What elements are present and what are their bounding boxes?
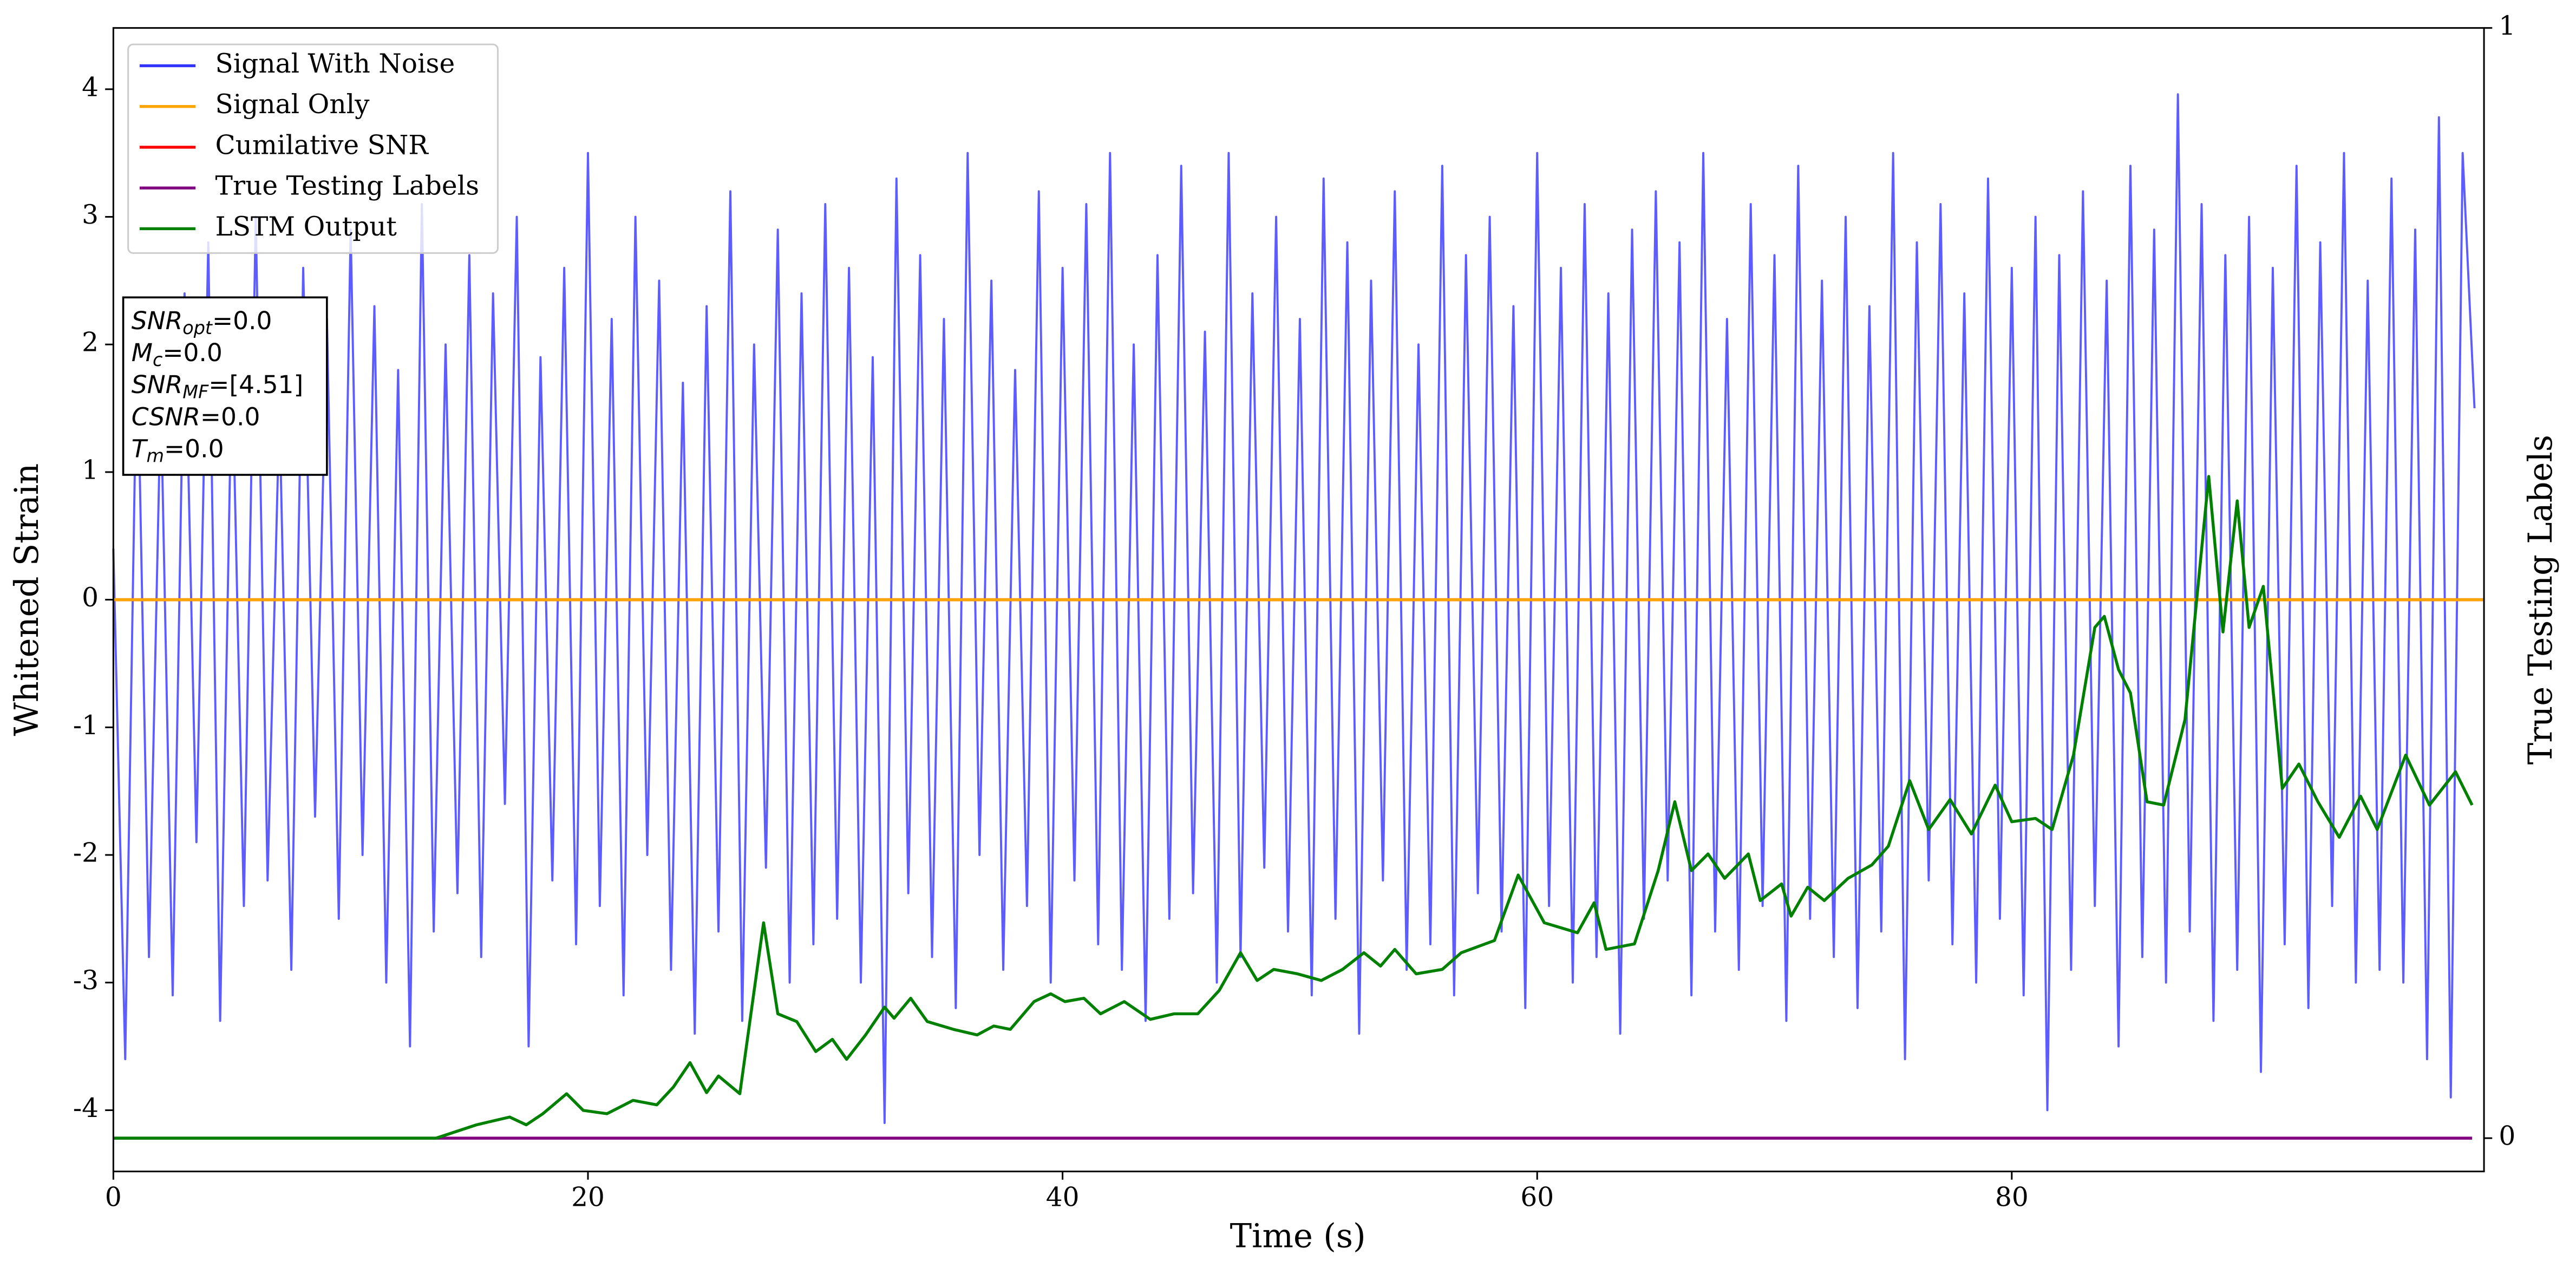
legend-label: Cumilative SNR <box>215 130 429 160</box>
legend-frame <box>127 43 499 254</box>
y2-tick-label: 0 <box>2499 1121 2515 1152</box>
annotation-value: =[4.51] <box>208 370 303 399</box>
x-tick-label: 0 <box>105 1182 122 1213</box>
x-tick-label: 40 <box>1046 1182 1080 1213</box>
y2-tick-label: 1 <box>2499 11 2515 41</box>
y-tick-label: -2 <box>73 838 99 868</box>
annotation-value: =0.0 <box>212 306 272 335</box>
annotation-symbol: SNR <box>132 370 183 399</box>
x-tick-label: 60 <box>1520 1182 1554 1213</box>
y-axis-label: Whitened Strain <box>8 463 46 736</box>
y-tick-label: 3 <box>82 200 99 230</box>
annotation-subscript: c <box>153 349 162 370</box>
annotation-symbol: SNR <box>132 306 183 335</box>
annotation-line: Tm=0.0 <box>132 434 224 466</box>
annotation-symbol: CSNR <box>132 402 200 431</box>
annotation-line: Mc=0.0 <box>132 338 223 370</box>
annotation-box: SNRopt=0.0Mc=0.0SNRMF=[4.51]CSNR=0.0Tm=0… <box>122 296 328 476</box>
y-tick-label: -1 <box>73 710 99 741</box>
annotation-line: SNRMF=[4.51] <box>132 370 303 402</box>
annotation-line: CSNR=0.0 <box>132 402 260 431</box>
x-tick-label: 80 <box>1995 1182 2029 1213</box>
series-line <box>113 475 2474 1140</box>
annotation-symbol: T <box>132 434 148 463</box>
annotation-symbol: M <box>132 338 153 367</box>
y-tick-label: 1 <box>82 455 99 485</box>
annotation-subscript: m <box>147 445 165 466</box>
plot-area <box>112 93 2485 1140</box>
annotation-value: =0.0 <box>162 338 222 367</box>
annotation-value: =0.0 <box>200 402 260 431</box>
y-tick-label: 4 <box>82 72 99 102</box>
y-tick-label: -3 <box>73 965 99 996</box>
y-tick-label: 2 <box>82 328 99 358</box>
annotation-frame <box>122 296 328 476</box>
legend-label: True Testing Labels <box>215 171 480 201</box>
legend-label: LSTM Output <box>215 212 397 242</box>
y2-axis-label: True Testing Labels <box>2522 435 2560 765</box>
y-tick-label: 0 <box>82 583 99 613</box>
legend-label: Signal Only <box>215 89 370 120</box>
x-tick-label: 20 <box>571 1182 605 1213</box>
series-line <box>112 93 2476 1124</box>
annotation-line: SNRopt=0.0 <box>132 306 272 338</box>
x-axis-label: Time (s) <box>1230 1218 1366 1256</box>
annotation-value: =0.0 <box>164 434 224 463</box>
annotation-subscript: MF <box>182 381 209 402</box>
annotation-subscript: opt <box>182 317 213 338</box>
legend: Signal With Noise Signal Only Cumilative S… <box>127 43 499 254</box>
y-tick-label: -4 <box>73 1093 99 1123</box>
legend-label: Signal With Noise <box>215 49 455 79</box>
